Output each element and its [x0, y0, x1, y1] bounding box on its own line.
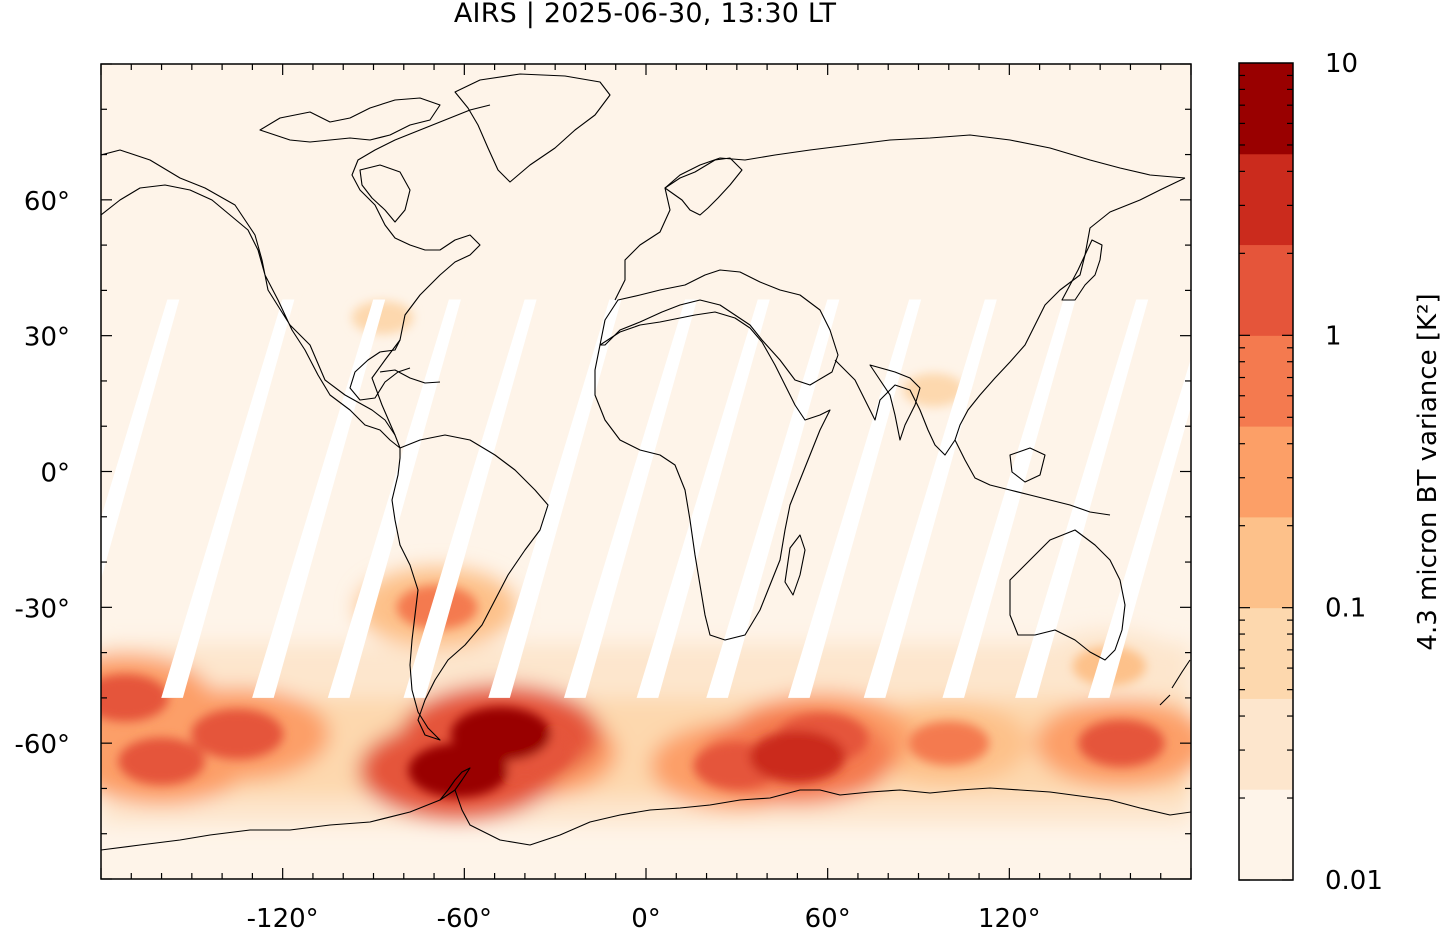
lon-tick-label: 0°	[631, 904, 661, 930]
colorbar-ticks	[1239, 74, 1293, 881]
orbit-gap	[788, 299, 922, 698]
variance-region	[1078, 719, 1165, 767]
lon-tick-label: -120°	[247, 904, 319, 930]
orbit-gap	[101, 299, 180, 580]
lon-tick-label: -60°	[437, 904, 492, 930]
coastline-new-zealand	[1159, 659, 1191, 706]
coastline-north-america-east	[351, 104, 491, 436]
variance-region	[908, 721, 990, 766]
lat-tick-label: 0°	[40, 459, 70, 489]
coastline-africa	[594, 311, 831, 641]
coastline-southeast-asia	[954, 439, 1111, 516]
colorbar-level	[1239, 516, 1293, 609]
variance-region	[749, 730, 846, 783]
lat-tick-label: -60°	[15, 730, 70, 760]
coastline-north-america	[101, 149, 401, 449]
orbit-gap	[863, 299, 997, 698]
orbit-gap	[1015, 299, 1149, 698]
lat-tick-label: 60°	[24, 187, 70, 217]
coastline-gulf	[349, 339, 411, 401]
coastline-eurasia	[599, 269, 839, 386]
orbit-gap	[1087, 358, 1191, 698]
colorbar-tick-label: 10	[1325, 49, 1358, 79]
colorbar-tick-label: 1	[1325, 321, 1342, 351]
orbit-gap	[488, 299, 622, 698]
colorbar-level	[1239, 426, 1293, 518]
map-title: AIRS | 2025-06-30, 13:30 LT	[453, 0, 837, 29]
variance-region	[118, 737, 205, 785]
orbit-gap	[161, 299, 295, 698]
map-plot	[101, 64, 1191, 879]
colorbar-level	[1239, 153, 1293, 246]
lon-tick-label: 60°	[805, 904, 851, 930]
coastline-madagascar	[784, 534, 806, 596]
coastline-india	[869, 364, 921, 441]
orbit-gap	[403, 299, 537, 698]
coastline-borneo	[1009, 447, 1046, 483]
variance-region	[902, 373, 965, 407]
colorbar-level	[1239, 607, 1293, 699]
variance-region	[408, 743, 509, 798]
coastline-antarctica	[101, 787, 1191, 851]
colorbar-tick-label: 0.1	[1325, 594, 1366, 624]
colorbar-level	[1239, 244, 1293, 336]
map-axis-ticks	[100, 63, 1192, 880]
coastline-europe-north	[614, 134, 1186, 301]
lon-tick-label: 120°	[978, 904, 1041, 930]
coastline-hudson-bay	[359, 164, 411, 223]
colorbar-level	[1239, 63, 1293, 155]
coastline-south-america	[391, 434, 549, 741]
lat-tick-label: -30°	[15, 594, 70, 624]
coastline-greenland	[454, 73, 611, 183]
colorbar-frame	[1238, 62, 1294, 881]
variance-field-hotspots	[101, 300, 1165, 798]
coastline-japan	[1061, 239, 1103, 301]
coastline-australia	[1009, 529, 1126, 661]
orbit-gap	[636, 299, 770, 698]
colorbar-tick-label: 0.01	[1325, 866, 1383, 896]
variance-region	[101, 674, 169, 722]
lat-tick-label: 30°	[24, 323, 70, 353]
coastline-antarctic-peninsula	[439, 767, 471, 801]
coastlines	[101, 73, 1191, 851]
orbit-gap	[563, 299, 698, 698]
coastline-arctic-islands	[259, 97, 441, 143]
map-axis-tick-labels: -120° -60° 0° 60° 120° 60° 30° 0° -30° -60°	[15, 187, 1041, 930]
orbit-gap	[706, 299, 840, 698]
colorbar-level	[1239, 698, 1293, 790]
coastline-asia-east	[834, 177, 1186, 456]
colorbar-level	[1239, 789, 1293, 881]
colorbar-levels	[1239, 63, 1293, 881]
orbit-gap	[327, 299, 461, 698]
colorbar-tick-labels: 10 1 0.1 0.01	[1325, 49, 1383, 896]
variance-region	[191, 708, 284, 760]
colorbar-label: 4.3 micron BT variance [K²]	[1413, 293, 1442, 650]
orbit-gap	[942, 299, 1076, 698]
colorbar: 10 1 0.1 0.01 4.3 micron BT variance [K²]	[1238, 49, 1442, 896]
coastline-cuba	[379, 369, 441, 384]
colorbar-level	[1239, 335, 1293, 427]
coastline-scandinavia	[664, 157, 743, 216]
